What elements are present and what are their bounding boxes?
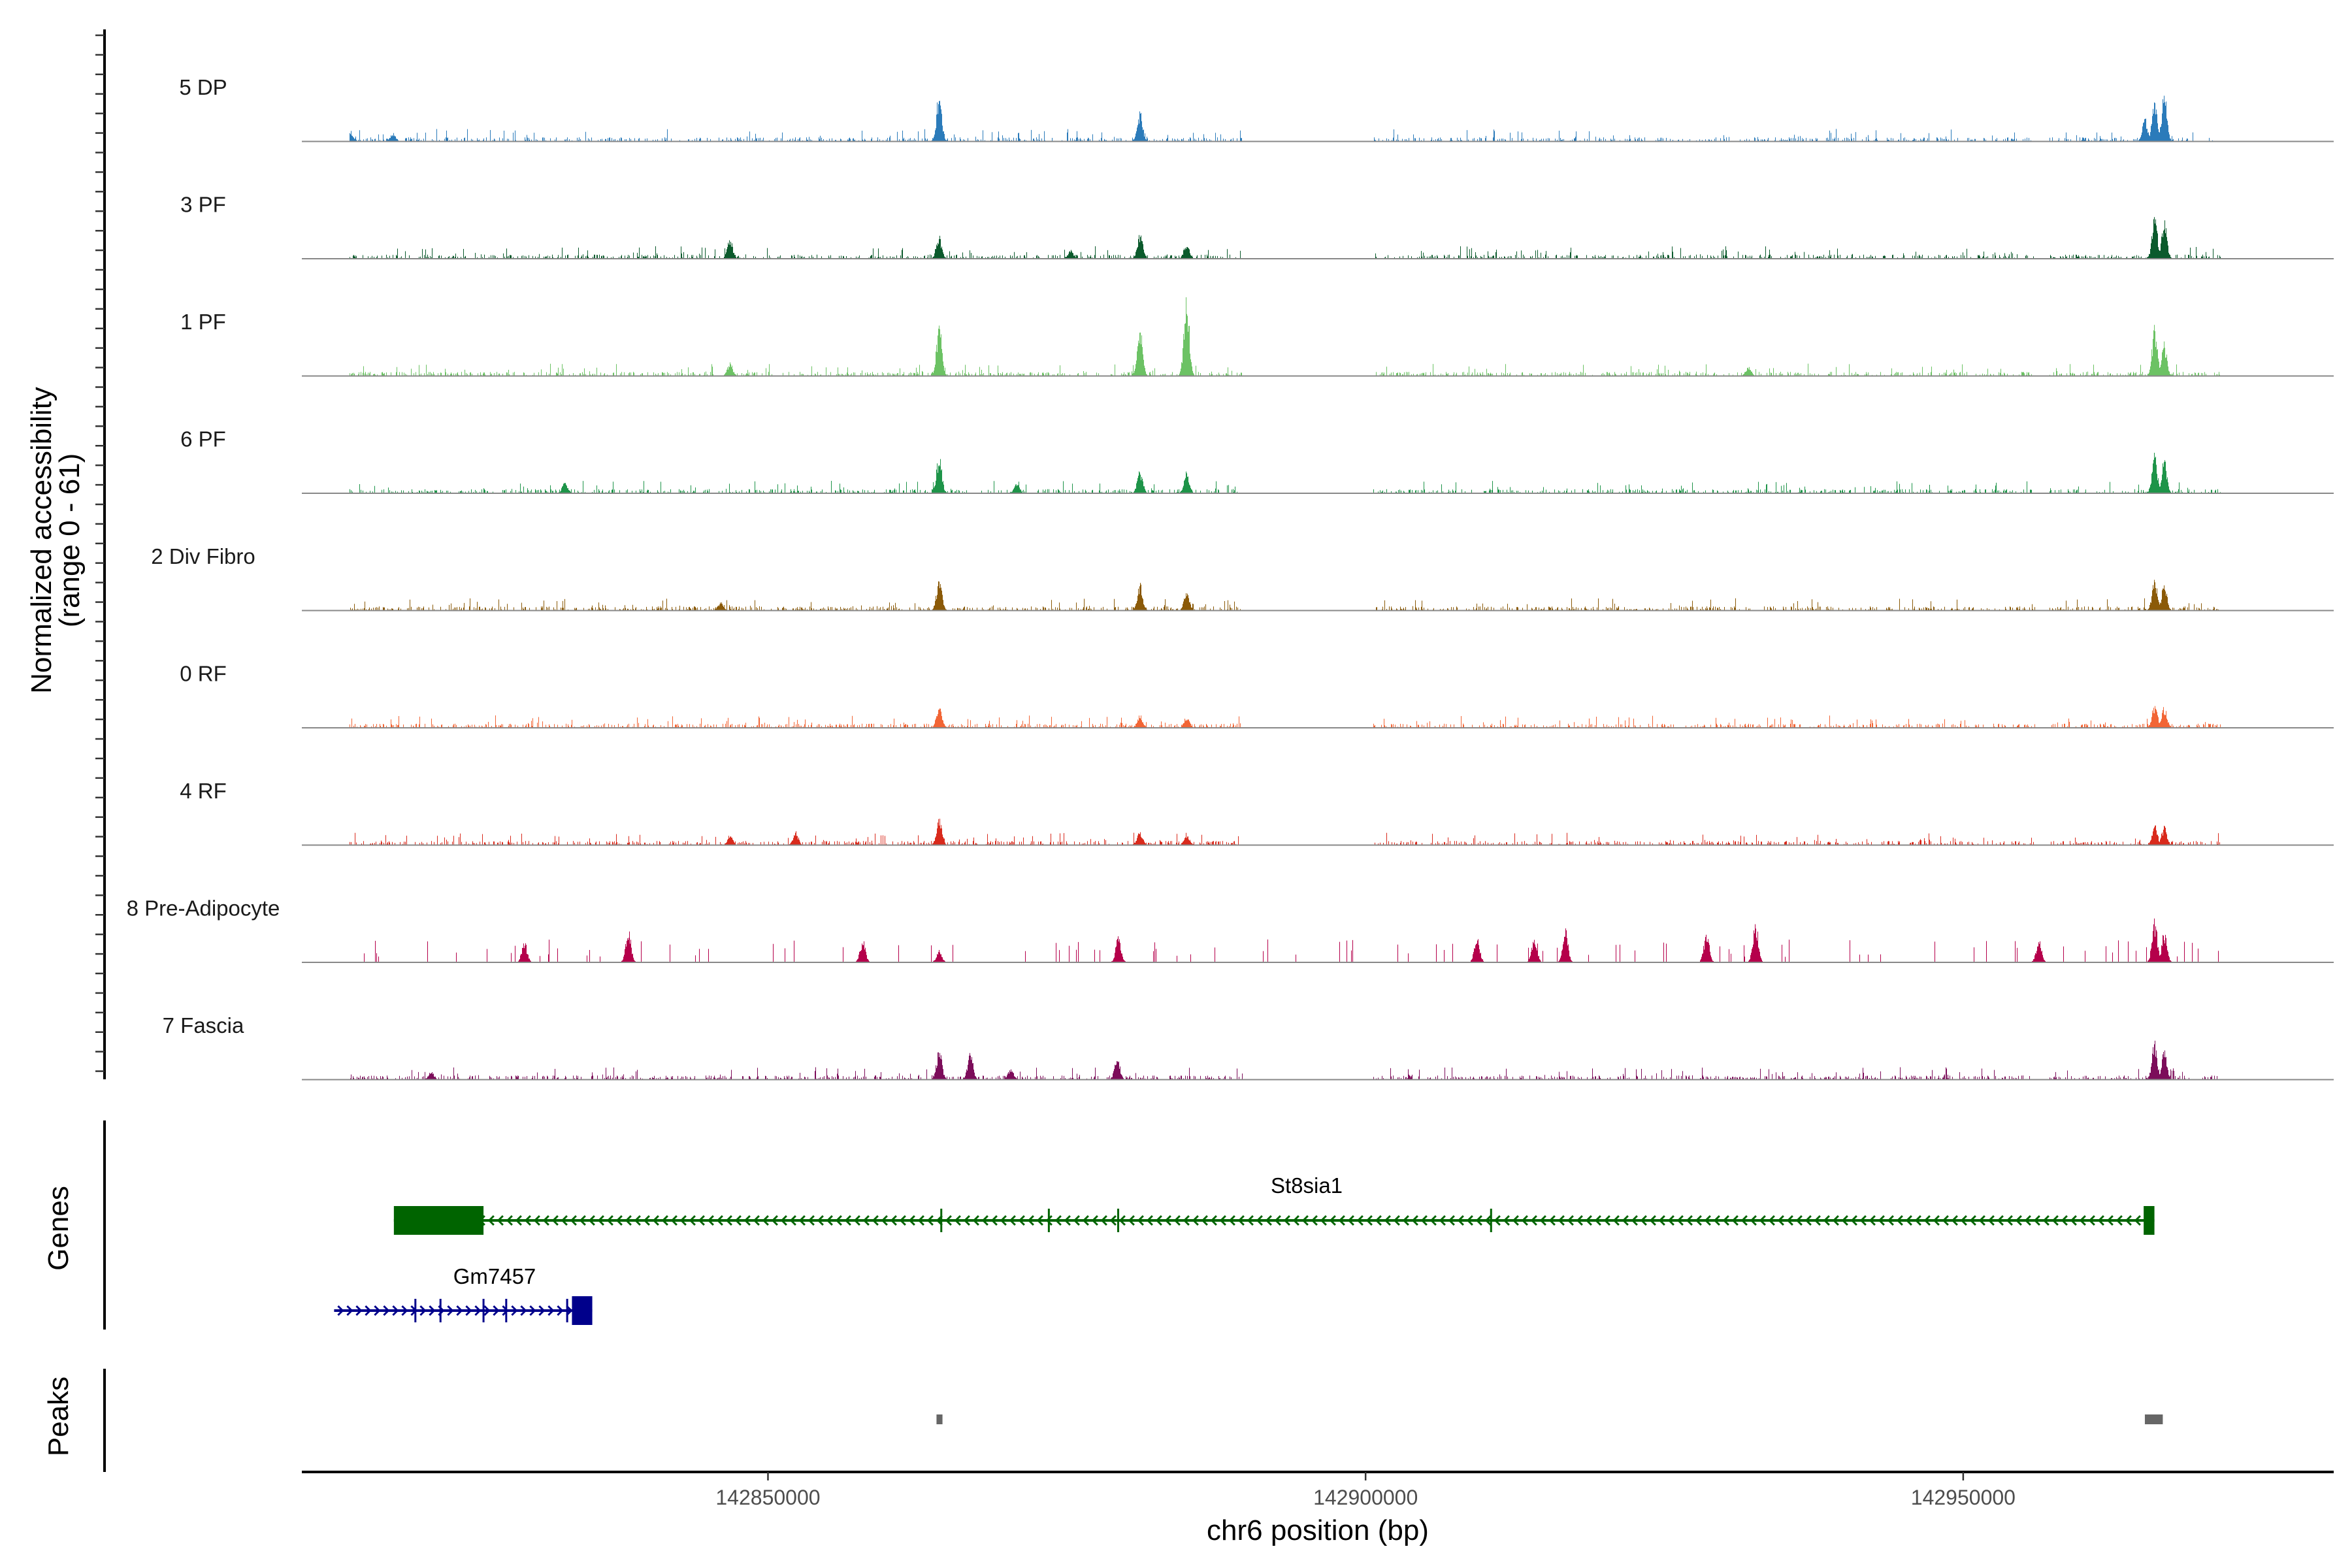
track-label-4-rf: 4 RF — [180, 779, 227, 803]
gene-annotation-track: St8sia1 Gm7457 — [103, 1120, 2155, 1330]
track-label-0-rf: 0 RF — [180, 662, 227, 686]
peak-region — [2144, 1414, 2163, 1424]
track-4-rf: 4 RF — [180, 779, 2334, 846]
track-label-6-pf: 6 PF — [180, 427, 226, 451]
track-signal-3-pf — [350, 217, 2221, 259]
track-signal-1-pf — [350, 297, 2220, 376]
track-3-pf: 3 PF — [180, 193, 2334, 259]
track-label-8-pre-adipocyte: 8 Pre-Adipocyte — [127, 896, 280, 921]
track-0-rf: 0 RF — [180, 662, 2334, 728]
track-label-7-fascia: 7 Fascia — [163, 1013, 244, 1037]
genomic-x-axis: 142850000 142900000 142950000 — [302, 1471, 2334, 1509]
track-label-3-pf: 3 PF — [180, 193, 226, 217]
track-5-dp: 5 DP — [179, 75, 2334, 142]
track-label-1-pf: 1 PF — [180, 310, 226, 334]
track-signal-8-pre-adipocyte — [364, 918, 2219, 962]
gene-label-st8sia1: St8sia1 — [1271, 1173, 1343, 1198]
track-label-2-div-fibro: 2 Div Fibro — [151, 544, 255, 568]
track-signal-6-pf — [350, 453, 2221, 493]
track-8-pre-adipocyte: 8 Pre-Adipocyte — [127, 896, 2334, 963]
genes-track-label: Genes — [42, 1186, 74, 1271]
gene-label-gm7457: Gm7457 — [453, 1264, 536, 1288]
track-7-fascia: 7 Fascia — [163, 1013, 2334, 1081]
x-axis-title: chr6 position (bp) — [1207, 1514, 1429, 1546]
y-axis-range-label: (range 0 - 61) — [54, 453, 86, 628]
gene-st8sia1: St8sia1 — [393, 1173, 2155, 1235]
x-tick-label: 142950000 — [1911, 1486, 2016, 1509]
coverage-tracks: 5 DP 3 PF 1 PF 6 PF 2 Div Fibro 0 RF 4 RF 8 Pre… — [127, 75, 2334, 1081]
peaks-track-label: Peaks — [42, 1377, 74, 1456]
peak-region — [936, 1414, 943, 1424]
track-signal-5-dp — [350, 95, 2213, 141]
track-6-pf: 6 PF — [180, 427, 2334, 494]
track-signal-0-rf — [350, 706, 2221, 728]
x-tick-label: 142850000 — [715, 1486, 820, 1509]
track-signal-2-div-fibro — [350, 580, 2219, 610]
gene-exon-block — [393, 1206, 484, 1235]
gene-gm7457: Gm7457 — [334, 1264, 593, 1325]
accessibility-y-axis — [95, 29, 106, 1079]
track-label-5-dp: 5 DP — [179, 75, 227, 99]
gene-exon-block — [572, 1296, 593, 1325]
track-1-pf: 1 PF — [180, 297, 2334, 377]
gene-strand-chevrons — [337, 1305, 591, 1316]
track-signal-7-fascia — [350, 1040, 2217, 1079]
x-tick-label: 142900000 — [1313, 1486, 1418, 1509]
y-axis-title: Normalized accessibility — [25, 387, 57, 693]
track-2-div-fibro: 2 Div Fibro — [151, 544, 2334, 612]
gene-exon-block — [2144, 1206, 2155, 1235]
track-signal-4-rf — [350, 819, 2220, 845]
peaks-track — [103, 1369, 2163, 1472]
